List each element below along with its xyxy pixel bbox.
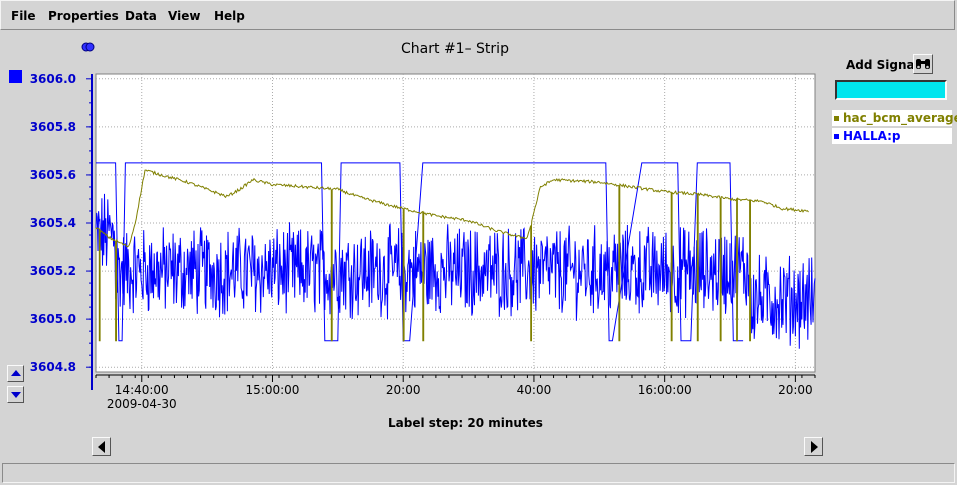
series-group <box>95 162 816 349</box>
series-color-square[interactable] <box>9 70 22 83</box>
y-tick-label: 3606.0 <box>30 72 76 86</box>
y-axis: 3606.0 3605.8 3605.6 3605.4 3605.2 3605.0 3604… <box>30 72 93 390</box>
menu-data[interactable]: Data <box>125 9 157 23</box>
label-step: Label step: 20 minutes <box>388 416 543 430</box>
x-tick-label: 20:00 <box>386 383 421 397</box>
scroll-left-button[interactable] <box>92 437 111 456</box>
y-tick-label: 3605.0 <box>30 312 76 326</box>
menu-view[interactable]: View <box>168 9 201 23</box>
add-signal-label: Add Signal <box>846 58 919 72</box>
arrow-up-icon <box>11 370 21 376</box>
scale-up-button[interactable] <box>7 365 24 382</box>
legend-swatch <box>834 134 839 139</box>
signal-input[interactable] <box>835 80 947 100</box>
strip-chart[interactable]: 3606.0 3605.8 3605.6 3605.4 3605.2 3605.0 3604… <box>0 30 830 440</box>
series-halla-p-steps <box>96 162 744 342</box>
legend-swatch <box>834 116 839 121</box>
x-tick-label: 14:40:00 <box>115 383 169 397</box>
y-tick-label: 3604.8 <box>30 360 76 374</box>
y-tick-label: 3605.8 <box>30 120 76 134</box>
menu-properties[interactable]: Properties <box>48 9 119 23</box>
series-halla-p-line <box>95 193 816 349</box>
legend-item-hac-bcm-average[interactable]: hac_bcm_average <box>832 110 957 126</box>
binoculars-icon[interactable] <box>913 54 933 74</box>
scroll-right-button[interactable] <box>804 437 823 456</box>
x-tick-sublabel: 2009-04-30 <box>107 397 177 411</box>
series-hac-bcm-average-line <box>95 169 809 342</box>
x-tick-label: 40:00 <box>517 383 552 397</box>
legend-label: HALLA:p <box>843 129 901 143</box>
chart-title: Chart #1– Strip <box>401 41 509 57</box>
plot-area <box>95 73 816 373</box>
y-tick-label: 3605.6 <box>30 168 76 182</box>
legend-item-halla-p[interactable]: HALLA:p <box>832 128 952 144</box>
chart-marker-icon[interactable] <box>81 42 95 52</box>
y-tick-label: 3605.2 <box>30 264 76 278</box>
status-bar <box>2 463 955 483</box>
arrow-right-icon <box>811 441 818 453</box>
y-tick-label: 3605.4 <box>30 216 76 230</box>
legend-label: hac_bcm_average <box>843 111 957 125</box>
x-tick-label: 20:00 <box>778 383 813 397</box>
arrow-down-icon <box>11 392 21 398</box>
arrow-left-icon <box>98 441 105 453</box>
menu-help[interactable]: Help <box>214 9 245 23</box>
menu-file[interactable]: File <box>11 9 36 23</box>
x-tick-label: 15:00:00 <box>246 383 300 397</box>
scale-down-button[interactable] <box>7 386 24 403</box>
x-tick-label: 16:00:00 <box>638 383 692 397</box>
menu-bar: File Properties Data View Help <box>0 0 955 30</box>
